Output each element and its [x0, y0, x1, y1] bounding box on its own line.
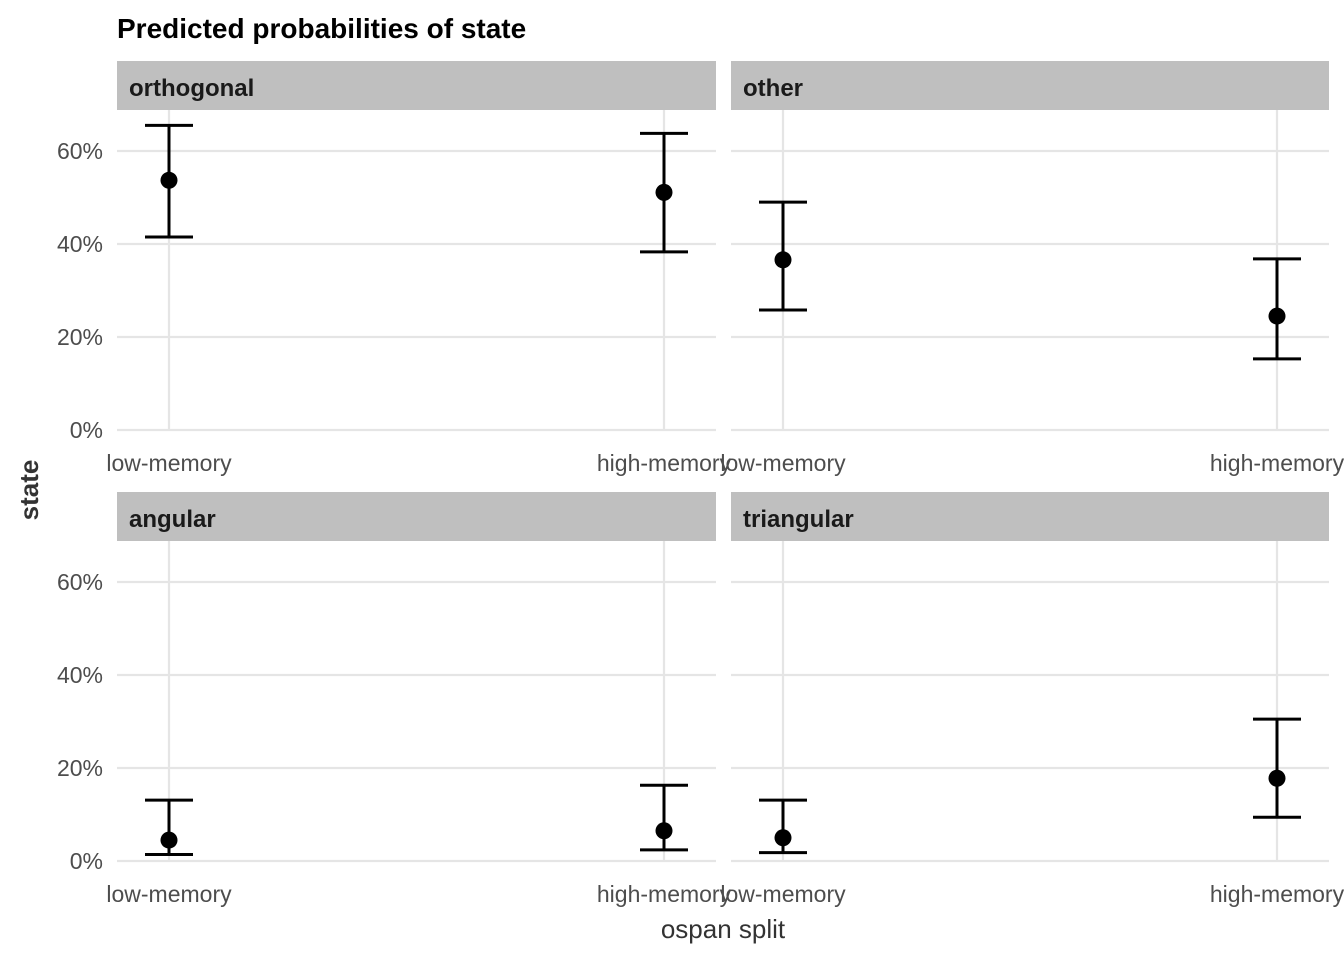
- data-point: [160, 831, 178, 849]
- chart-title: Predicted probabilities of state: [117, 13, 526, 44]
- data-point: [160, 171, 178, 189]
- x-tick-label: high-memory: [1210, 450, 1344, 476]
- facet-strip-label: other: [743, 75, 803, 102]
- facet-strip: [117, 61, 716, 110]
- y-tick-label: 0%: [70, 848, 103, 874]
- facet-strip-label: angular: [129, 506, 216, 533]
- y-tick-label: 40%: [57, 231, 103, 257]
- x-tick-label: high-memory: [1210, 881, 1344, 907]
- x-tick-label: high-memory: [597, 881, 732, 907]
- x-tick-label: low-memory: [106, 881, 232, 907]
- y-tick-label: 20%: [57, 324, 103, 350]
- x-tick-label: low-memory: [106, 450, 232, 476]
- data-point: [1268, 769, 1286, 787]
- y-tick-label: 40%: [57, 662, 103, 688]
- y-tick-label: 60%: [57, 569, 103, 595]
- y-tick-label: 20%: [57, 755, 103, 781]
- facet-strip: [731, 61, 1329, 110]
- x-tick-label: low-memory: [720, 881, 846, 907]
- data-point: [774, 829, 792, 847]
- data-point: [655, 183, 673, 201]
- x-tick-label: low-memory: [720, 450, 846, 476]
- y-tick-label: 0%: [70, 417, 103, 443]
- facet-strip-label: orthogonal: [129, 75, 254, 102]
- facet-strip-label: triangular: [743, 506, 854, 533]
- x-tick-label: high-memory: [597, 450, 732, 476]
- facet-strip: [731, 492, 1329, 541]
- y-axis-title: state: [14, 460, 44, 521]
- facet-strip: [117, 492, 716, 541]
- data-point: [655, 822, 673, 840]
- data-point: [1268, 307, 1286, 325]
- data-point: [774, 251, 792, 269]
- x-axis-title: ospan split: [661, 914, 786, 944]
- y-tick-label: 60%: [57, 138, 103, 164]
